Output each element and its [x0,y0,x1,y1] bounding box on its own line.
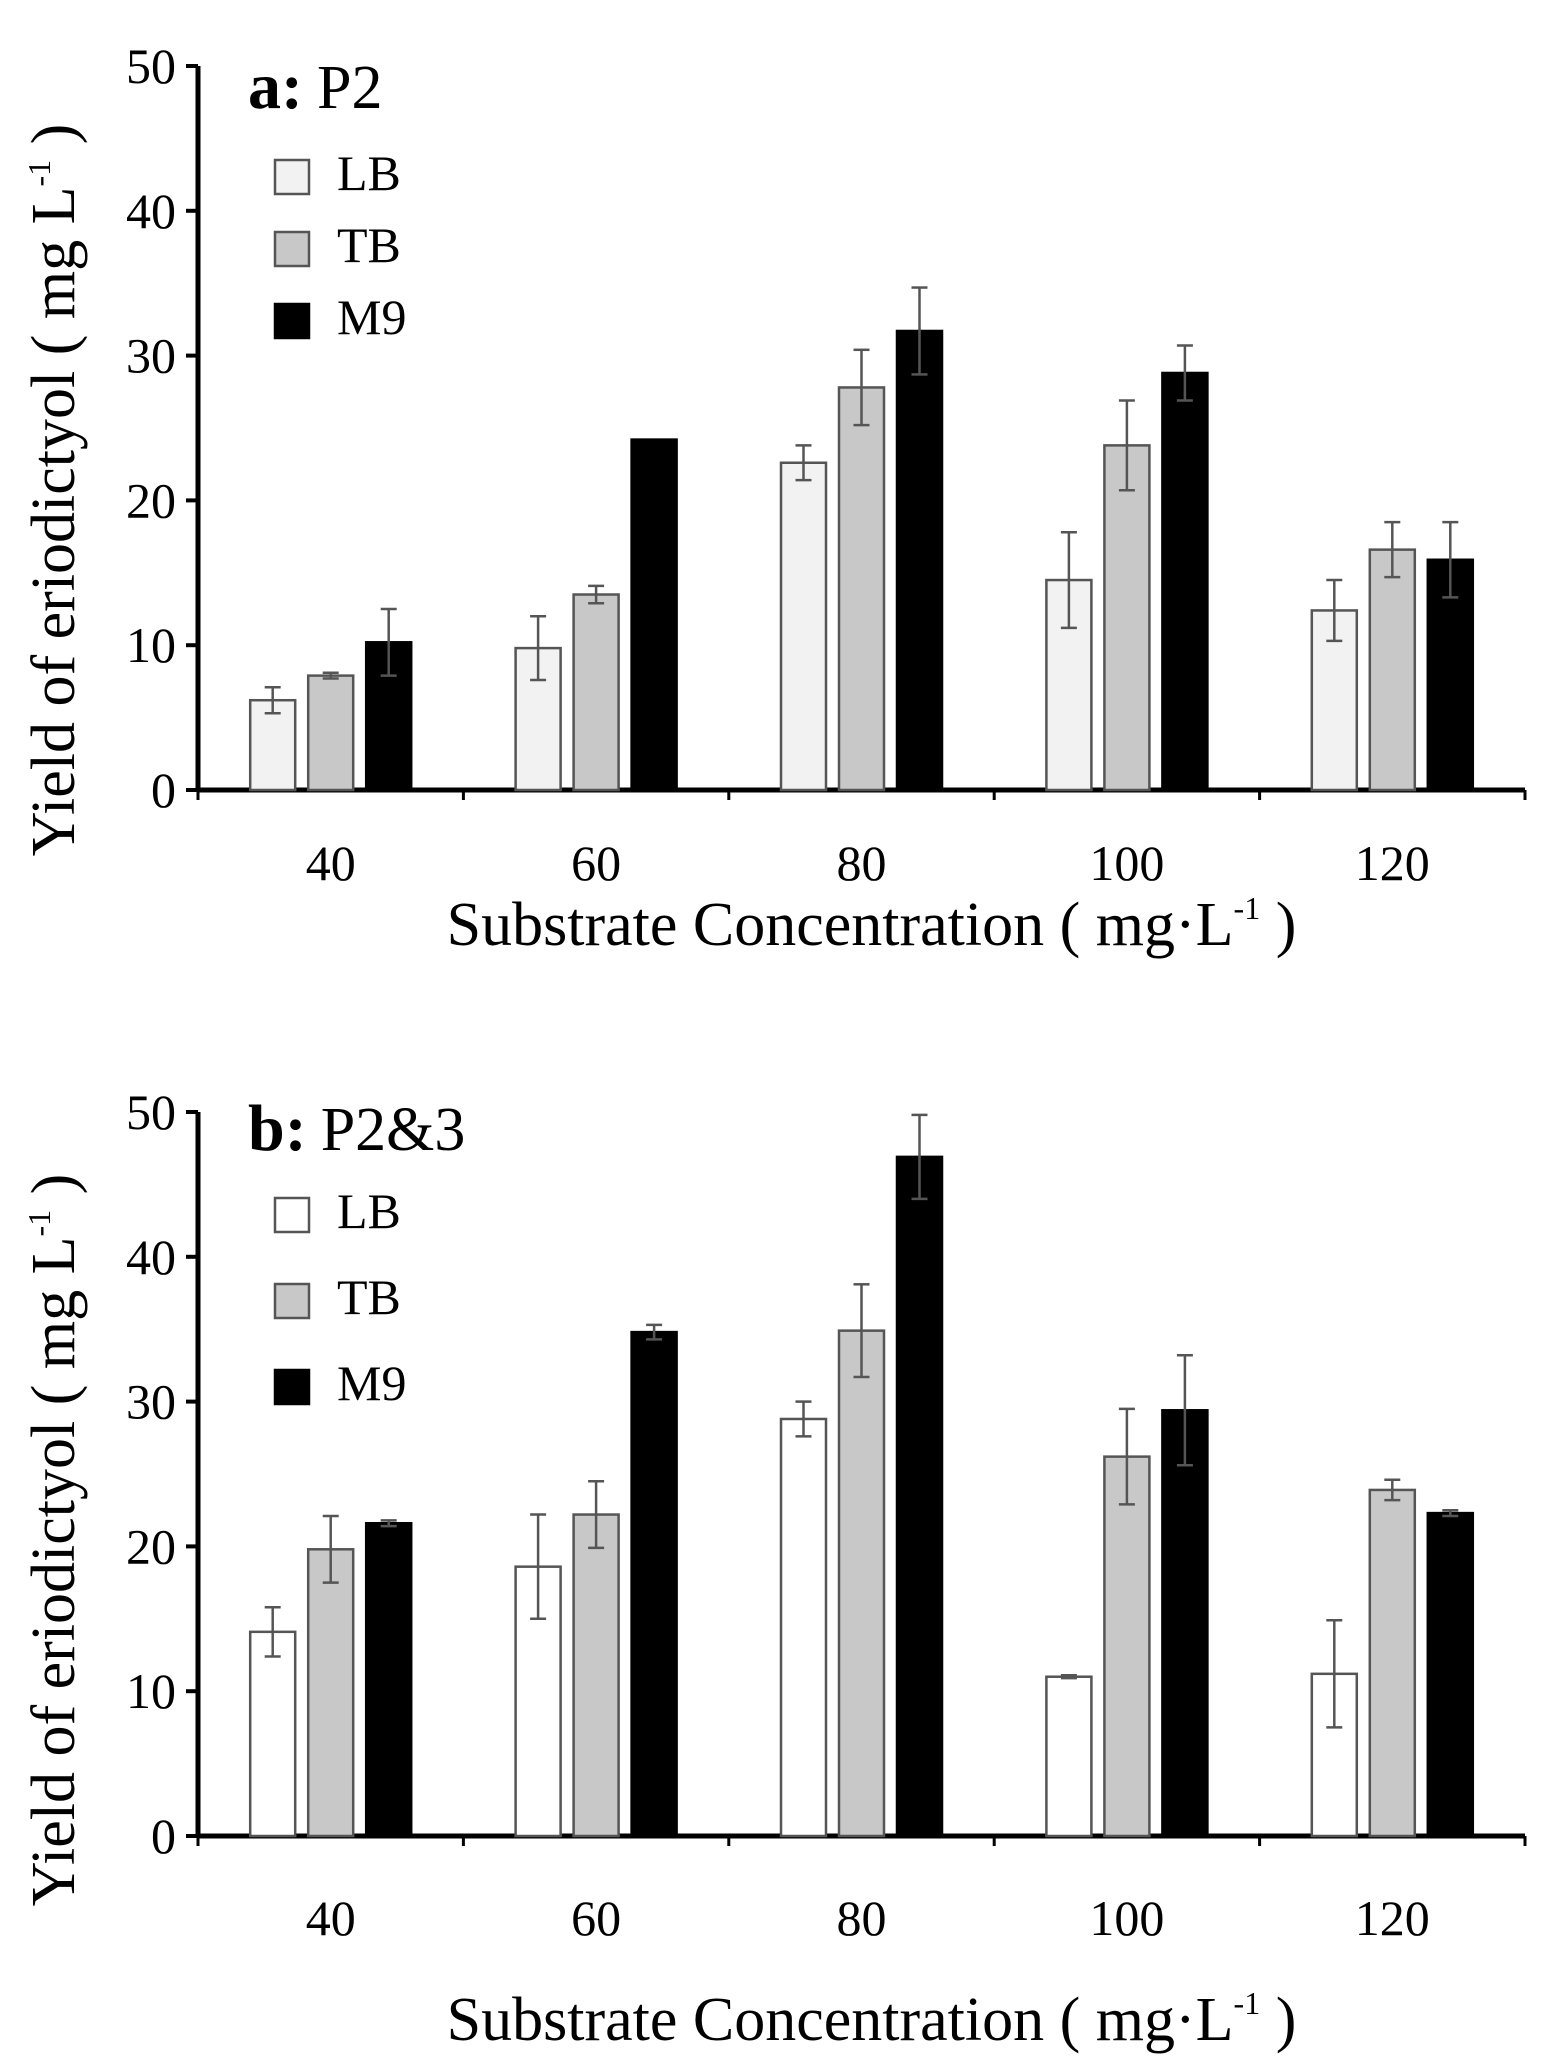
legend-label-m9: M9 [337,1355,406,1411]
legend-swatch-tb [273,230,311,268]
legend-swatch-lb [273,1196,311,1234]
y-tick-label: 40 [126,183,176,239]
x-category-label: 100 [1089,835,1164,891]
bar-m9-80 [895,329,944,792]
y-tick-label: 20 [126,472,176,528]
panel-letter: a: [248,50,303,123]
y-tick-label: 40 [126,1229,176,1285]
bar-m9-100 [1161,371,1209,792]
panel-name: P2&3 [321,1096,466,1164]
bar-m9-80 [895,1155,944,1838]
x-category-label: 60 [571,835,621,891]
y-tick-label: 50 [126,1084,176,1140]
y-axis-title: Yield of eriodictyol ( mg L-1 ) [20,1174,88,1907]
bar-tb-120 [1368,548,1417,792]
x-category-label: 40 [306,1890,356,1946]
y-tick-label: 20 [126,1518,176,1574]
bar-lb-80 [779,461,828,792]
legend-swatch-tb [273,1282,311,1320]
y-tick-label: 10 [126,617,176,673]
y-axis-title: Yield of eriodictyol ( mg L-1 ) [20,124,88,857]
bar-tb-120 [1368,1488,1417,1838]
x-category-label: 60 [571,1890,621,1946]
y-tick-label: 0 [151,1808,176,1864]
bar-lb-40 [248,1630,297,1838]
panel-name: P2 [317,54,382,122]
bar-m9-60 [630,438,678,792]
bar-lb-100 [1045,1675,1093,1838]
panel-b: 0 10 20 30 40 50 40 60 80 100 120 b: P2&3 LB TB M9 Yield… [20,1084,1527,2054]
legend-swatch-m9 [273,1368,311,1406]
legend-label-lb: LB [337,145,401,201]
legend-label-tb: TB [337,1269,401,1325]
x-category-label: 120 [1355,835,1430,891]
bar-m9-120 [1426,558,1475,792]
bar-tb-40 [306,1548,355,1838]
x-category-label: 80 [837,835,887,891]
legend-label-tb: TB [337,217,401,273]
x-category-label: 120 [1355,1890,1430,1946]
y-tick-label: 0 [151,762,176,818]
y-tick-label: 50 [126,38,176,94]
y-tick-label: 30 [126,328,176,384]
bar-tb-60 [572,1513,620,1838]
bar-m9-60 [630,1330,678,1838]
legend-label-m9: M9 [337,289,406,345]
y-tick-label: 30 [126,1374,176,1430]
bar-lb-80 [779,1417,828,1838]
panel-letter: b: [248,1092,307,1165]
bar-tb-80 [837,1329,886,1838]
bar-tb-80 [837,386,886,792]
bar-tb-40 [306,674,355,792]
panel-title: b: P2&3 [248,1092,465,1165]
bar-tb-60 [572,593,620,792]
bar-tb-100 [1103,1455,1151,1838]
panel-title: a: P2 [248,50,382,123]
x-axis-title: Substrate Concentration ( mg·L-1 ) [447,890,1297,959]
x-category-label: 80 [837,1890,887,1946]
legend-swatch-m9 [273,302,311,340]
legend-swatch-lb [273,158,311,196]
bar-m9-40 [364,1521,413,1838]
bar-tb-100 [1103,444,1151,792]
y-tick-label: 10 [126,1663,176,1719]
panel-a: 0 10 20 30 40 50 40 60 80 100 120 a: P2 LB TB M9 Yield o… [20,38,1527,959]
bar-lb-40 [248,698,297,792]
x-axis-title: Substrate Concentration ( mg·L-1 ) [447,1985,1297,2054]
bar-m9-100 [1161,1409,1209,1838]
x-category-label: 100 [1089,1890,1164,1946]
x-category-label: 40 [306,835,356,891]
legend-label-lb: LB [337,1183,401,1239]
bar-m9-120 [1426,1511,1475,1838]
